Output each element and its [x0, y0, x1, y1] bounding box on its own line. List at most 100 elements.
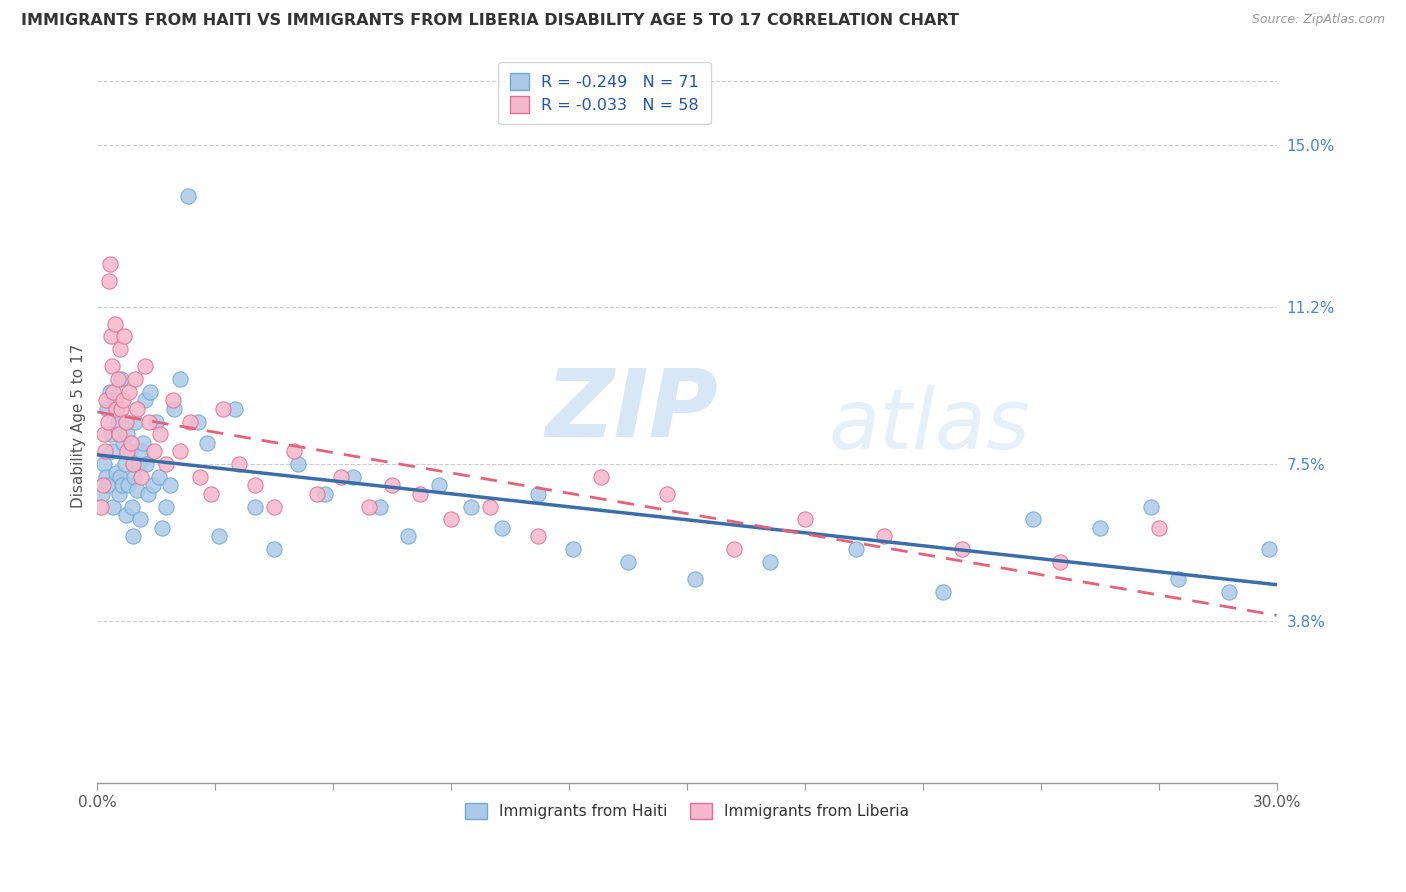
Point	[155, 500, 177, 514]
Point	[1022, 512, 1045, 526]
Point	[111, 478, 134, 492]
Point	[93, 457, 115, 471]
Point	[657, 487, 679, 501]
Point	[396, 529, 419, 543]
Point	[381, 478, 404, 492]
Point	[110, 401, 132, 416]
Point	[1088, 521, 1111, 535]
Point	[758, 555, 780, 569]
Point	[200, 487, 222, 501]
Point	[115, 427, 138, 442]
Point	[149, 427, 172, 442]
Point	[97, 478, 120, 492]
Point	[91, 487, 114, 501]
Point	[117, 478, 139, 492]
Point	[155, 457, 177, 471]
Point	[96, 401, 118, 416]
Point	[1147, 521, 1170, 535]
Point	[1049, 555, 1071, 569]
Point	[91, 478, 114, 492]
Point	[138, 487, 160, 501]
Point	[1218, 584, 1240, 599]
Point	[124, 415, 146, 429]
Point	[187, 415, 209, 429]
Point	[526, 529, 548, 543]
Point	[127, 401, 149, 416]
Point	[1167, 572, 1189, 586]
Point	[224, 401, 246, 416]
Point	[263, 542, 285, 557]
Point	[1140, 500, 1163, 514]
Point	[243, 500, 266, 514]
Point	[283, 444, 305, 458]
Point	[491, 521, 513, 535]
Point	[177, 189, 200, 203]
Point	[128, 457, 150, 471]
Point	[101, 359, 124, 374]
Point	[124, 372, 146, 386]
Point	[370, 500, 392, 514]
Point	[427, 478, 450, 492]
Point	[115, 508, 138, 522]
Point	[562, 542, 585, 557]
Point	[148, 470, 170, 484]
Text: atlas: atlas	[828, 385, 1031, 467]
Point	[125, 483, 148, 497]
Point	[93, 427, 115, 442]
Point	[105, 466, 128, 480]
Point	[617, 555, 640, 569]
Point	[872, 529, 894, 543]
Point	[150, 521, 173, 535]
Point	[103, 384, 125, 399]
Point	[107, 372, 129, 386]
Point	[118, 444, 141, 458]
Point	[96, 393, 118, 408]
Point	[121, 529, 143, 543]
Point	[128, 512, 150, 526]
Point	[135, 457, 157, 471]
Point	[107, 415, 129, 429]
Point	[131, 435, 153, 450]
Point	[90, 500, 112, 514]
Point	[794, 512, 817, 526]
Point	[159, 478, 181, 492]
Point	[169, 444, 191, 458]
Point	[307, 487, 329, 501]
Text: IMMIGRANTS FROM HAITI VS IMMIGRANTS FROM LIBERIA DISABILITY AGE 5 TO 17 CORRELAT: IMMIGRANTS FROM HAITI VS IMMIGRANTS FROM…	[21, 13, 959, 29]
Point	[108, 343, 131, 357]
Point	[197, 435, 219, 450]
Point	[100, 329, 122, 343]
Point	[131, 444, 153, 458]
Point	[134, 393, 156, 408]
Point	[105, 401, 128, 416]
Point	[108, 470, 131, 484]
Point	[111, 393, 134, 408]
Text: Source: ZipAtlas.com: Source: ZipAtlas.com	[1251, 13, 1385, 27]
Point	[440, 512, 463, 526]
Point	[112, 435, 135, 450]
Point	[212, 401, 235, 416]
Point	[589, 470, 612, 484]
Point	[479, 500, 502, 514]
Point	[143, 444, 166, 458]
Point	[139, 384, 162, 399]
Point	[950, 542, 973, 557]
Point	[314, 487, 336, 501]
Point	[188, 470, 211, 484]
Point	[104, 317, 127, 331]
Point	[104, 393, 127, 408]
Point	[179, 415, 201, 429]
Point	[101, 444, 124, 458]
Point	[121, 457, 143, 471]
Point	[97, 274, 120, 288]
Point	[163, 401, 186, 416]
Point	[357, 500, 380, 514]
Point	[287, 457, 309, 471]
Point	[228, 457, 250, 471]
Point	[114, 457, 136, 471]
Point	[1257, 542, 1279, 557]
Point	[169, 372, 191, 386]
Point	[110, 372, 132, 386]
Text: ZIP: ZIP	[546, 366, 718, 458]
Point	[845, 542, 868, 557]
